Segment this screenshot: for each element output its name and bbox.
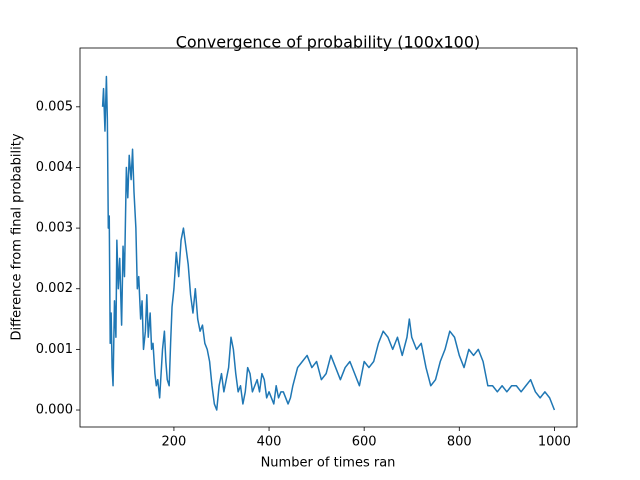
y-axis-label: Difference from final probability [10, 133, 25, 340]
x-tick-label: 200 [162, 435, 187, 450]
data-line [101, 75, 556, 411]
x-tick-label: 600 [352, 435, 377, 450]
y-tick-label: 0.004 [36, 160, 73, 175]
x-axis-label: Number of times ran [261, 456, 396, 471]
y-tick-label: 0.001 [36, 342, 73, 357]
y-tick-label: 0.005 [36, 99, 73, 114]
y-tick-label: 0.003 [36, 221, 73, 236]
y-tick-label: 0.002 [36, 281, 73, 296]
chart-title: Convergence of probability (100x100) [176, 33, 481, 52]
x-tick-label: 1000 [538, 435, 571, 450]
y-tick-label: 0.000 [36, 403, 73, 418]
x-tick-label: 800 [447, 435, 472, 450]
x-tick-label: 400 [257, 435, 282, 450]
plot-frame [79, 47, 578, 428]
